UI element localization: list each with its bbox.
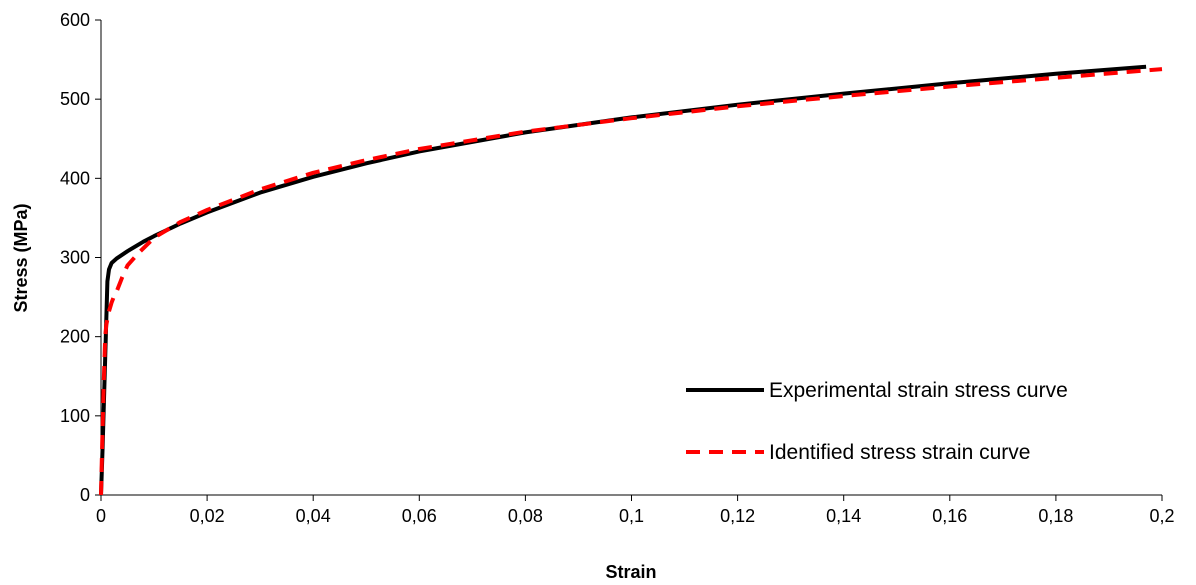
x-tick-label: 0,14 <box>826 506 861 526</box>
y-tick-label: 200 <box>60 327 90 347</box>
axes <box>100 20 1162 496</box>
x-tick-label: 0,04 <box>296 506 331 526</box>
x-tick-label: 0,1 <box>619 506 644 526</box>
legend: Experimental strain stress curve Identif… <box>686 379 1068 464</box>
x-axis-ticks: 0 0,02 0,04 0,06 0,08 0,1 0,12 0,14 0,16 0,18 0,2 <box>96 495 1175 526</box>
legend-label-identified: Identified stress strain curve <box>769 441 1030 464</box>
identified-curve <box>99 67 1163 496</box>
y-tick-label: 100 <box>60 406 90 426</box>
y-axis-ticks: 0 100 200 300 400 500 600 <box>60 10 101 505</box>
x-tick-label: 0,06 <box>402 506 437 526</box>
x-tick-label: 0,16 <box>932 506 967 526</box>
x-tick-label: 0 <box>96 506 106 526</box>
y-tick-label: 500 <box>60 89 90 109</box>
x-tick-label: 0,2 <box>1149 506 1174 526</box>
x-tick-label: 0,08 <box>508 506 543 526</box>
x-tick-label: 0,18 <box>1038 506 1073 526</box>
x-tick-label: 0,12 <box>720 506 755 526</box>
x-axis-title: Strain <box>605 562 656 582</box>
legend-label-experimental: Experimental strain stress curve <box>769 379 1068 402</box>
y-tick-label: 600 <box>60 10 90 30</box>
y-tick-label: 400 <box>60 168 90 188</box>
y-axis-title: Stress (MPa) <box>11 203 31 312</box>
experimental-curve <box>99 64 1147 496</box>
series-lines <box>99 64 1163 496</box>
y-tick-label: 0 <box>80 485 90 505</box>
y-tick-label: 300 <box>60 248 90 268</box>
x-tick-label: 0,02 <box>190 506 225 526</box>
